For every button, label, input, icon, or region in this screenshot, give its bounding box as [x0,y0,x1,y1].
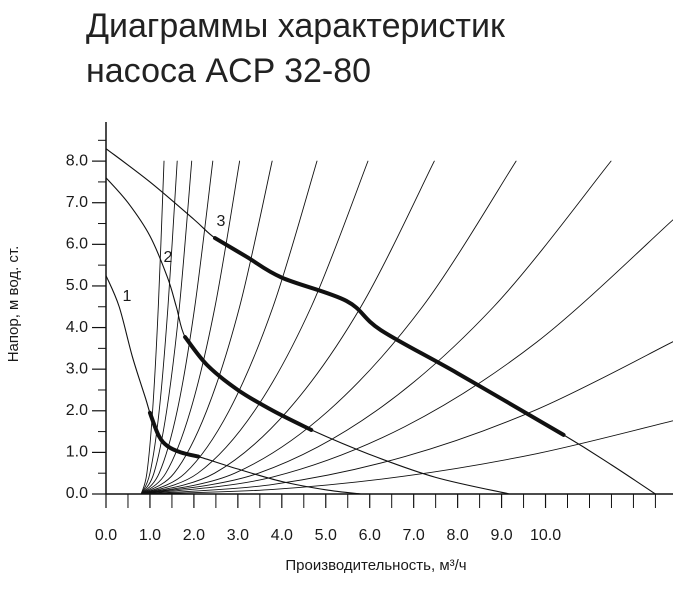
curve-label: 1 [123,288,132,305]
x-tick-label: 7.0 [403,527,425,544]
y-axis-label: Напор, м вод. ст. [5,246,22,363]
y-tick-label: 5.0 [66,277,88,294]
x-tick-label: 2.0 [183,527,205,544]
chart-title: насоса ACP 32-80 [86,52,371,90]
pump-working-range [213,236,566,437]
system-curve [140,160,241,494]
system-curve [140,341,673,494]
system-curve [140,160,193,494]
pump-working-range [147,410,201,459]
y-tick-label: 2.0 [66,402,88,419]
curve-label: 3 [217,213,226,230]
system-curve [140,160,369,494]
plot-area [106,148,673,494]
x-tick-label: 0.0 [95,527,117,544]
x-tick-label: 1.0 [139,527,161,544]
y-tick-label: 0.0 [66,485,88,502]
y-tick-label: 8.0 [66,152,88,169]
y-tick-label: 4.0 [66,319,88,336]
x-tick-label: 5.0 [315,527,337,544]
system-curve [140,160,178,494]
x-tick-label: 6.0 [359,527,381,544]
x-tick-label: 9.0 [490,527,512,544]
system-curve [140,219,673,494]
system-curve [140,420,673,494]
pump-working-range [183,335,314,432]
system-curve [140,160,517,494]
x-axis-label: Производительность, м³/ч [285,557,466,574]
y-tick-label: 3.0 [66,360,88,377]
x-tick-label: 10.0 [530,527,561,544]
system-curve [140,160,214,494]
y-tick-label: 1.0 [66,444,88,461]
system-curve [140,160,273,494]
system-curve [140,160,165,494]
system-curve [140,160,612,494]
curve-label: 2 [164,249,173,266]
y-tick-label: 7.0 [66,194,88,211]
chart-title: Диаграммы характеристик [86,7,506,45]
x-tick-label: 3.0 [227,527,249,544]
y-tick-label: 6.0 [66,236,88,253]
x-tick-label: 8.0 [447,527,469,544]
x-tick-label: 4.0 [271,527,293,544]
system-curve [140,160,435,494]
